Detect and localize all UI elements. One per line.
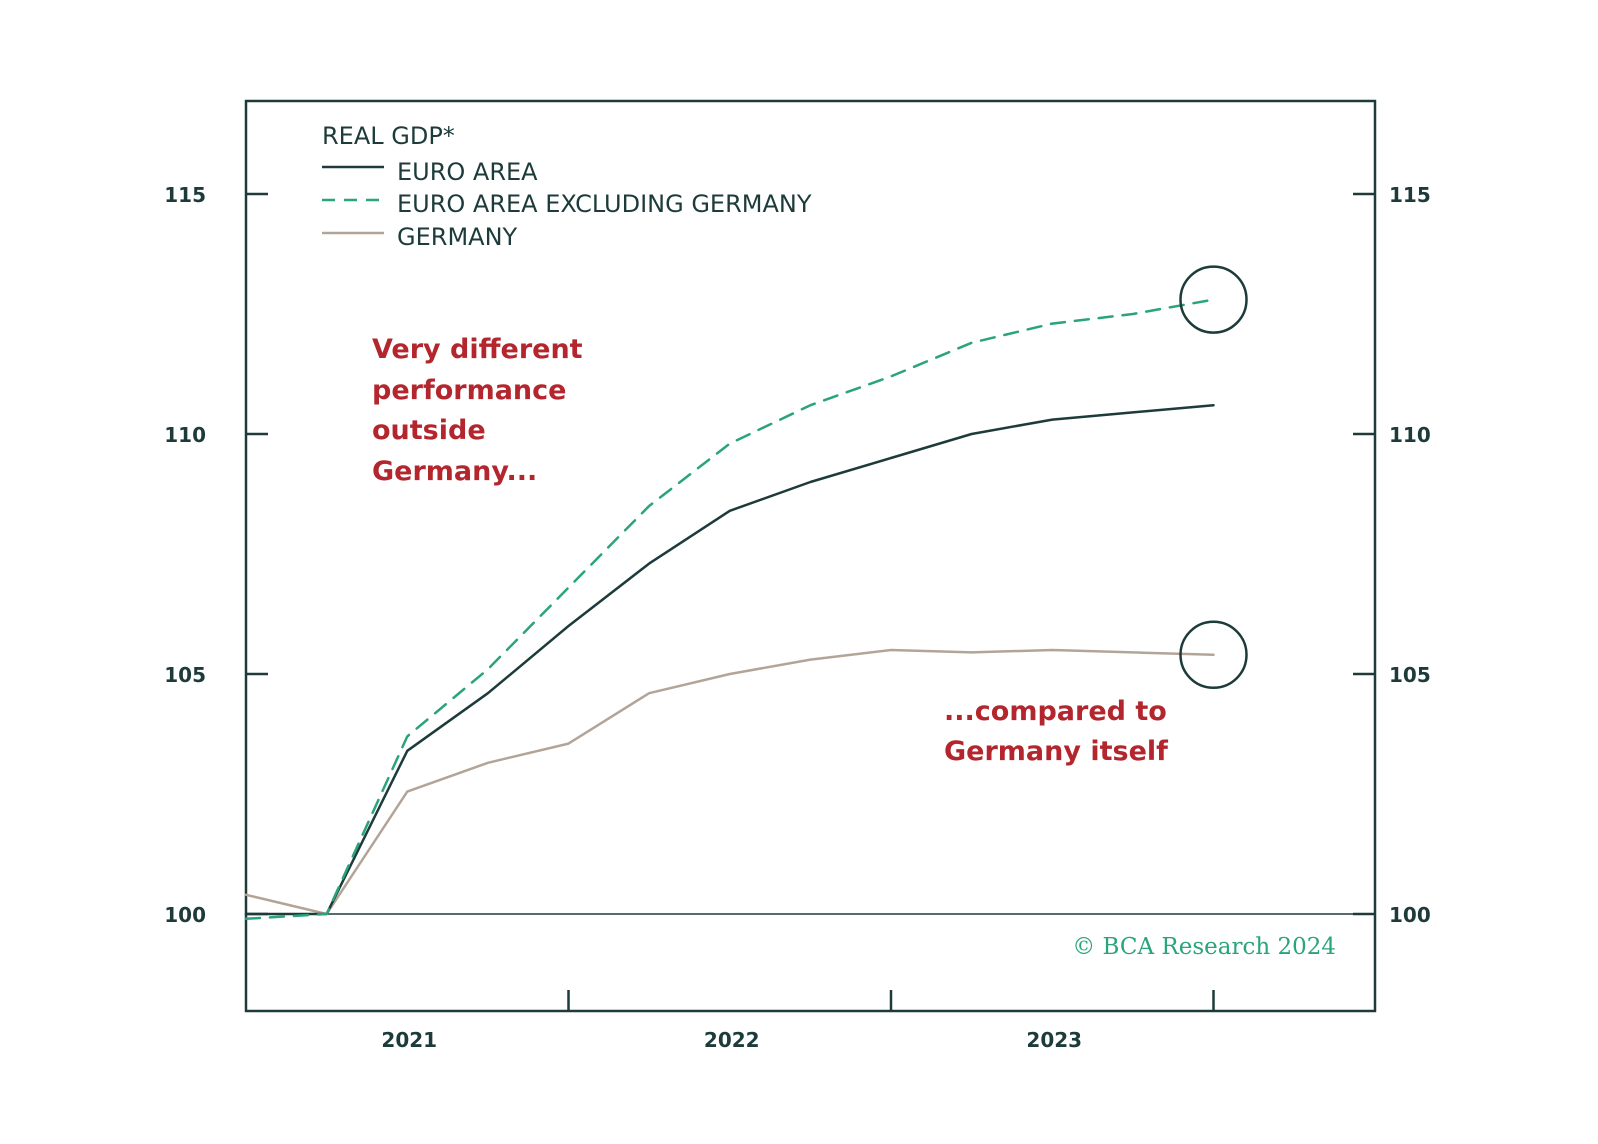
x-tick-label: 2021 [381,1028,437,1052]
annotation-line: Germany... [372,456,537,487]
series-line-euro-area [244,403,1215,916]
annotation-line: Germany itself [944,736,1168,767]
highlight-circle [1179,265,1248,334]
y-tick-label-right: 115 [1389,183,1431,207]
annotation-line: outside [372,415,486,446]
legend-label-euro-ex-germany: EURO AREA EXCLUDING GERMANY [397,190,812,218]
y-tick-label-left: 115 [164,183,206,207]
x-tick-label: 2023 [1026,1028,1082,1052]
plot-frame [244,99,1377,1013]
annotation-germany-itself: ...compared to Germany itself [944,696,1168,767]
y-tick-label-right: 105 [1389,663,1431,687]
series-line-euro-area-excluding-germany [244,298,1215,921]
annotation-line: performance [372,375,566,406]
annotation-line: Very different [372,334,583,365]
y-tick-label-right: 100 [1389,903,1431,927]
annotation-outside-germany: Very different performance outside Germa… [372,334,583,487]
y-tick-label-left: 100 [164,903,206,927]
credit-label: © BCA Research 2024 [1072,934,1336,960]
legend-label-euro-area: EURO AREA [397,158,538,186]
highlight-circle [1179,620,1248,690]
y-tick-label-left: 105 [164,663,206,687]
y-tick-label-right: 110 [1389,423,1431,447]
legend-label-germany: GERMANY [397,223,518,251]
y-tick-label-left: 110 [164,423,206,447]
x-tick-label: 2022 [704,1028,760,1052]
chart-marks-group: 100 100 105 105 110 110 115 115 2021 2022 2023 [164,99,1431,1052]
legend-title: REAL GDP* [322,122,455,150]
legend: REAL GDP* EURO AREA EURO AREA EXCLUDING … [322,122,812,251]
series-line-germany [244,648,1215,916]
annotation-line: ...compared to [944,696,1167,727]
